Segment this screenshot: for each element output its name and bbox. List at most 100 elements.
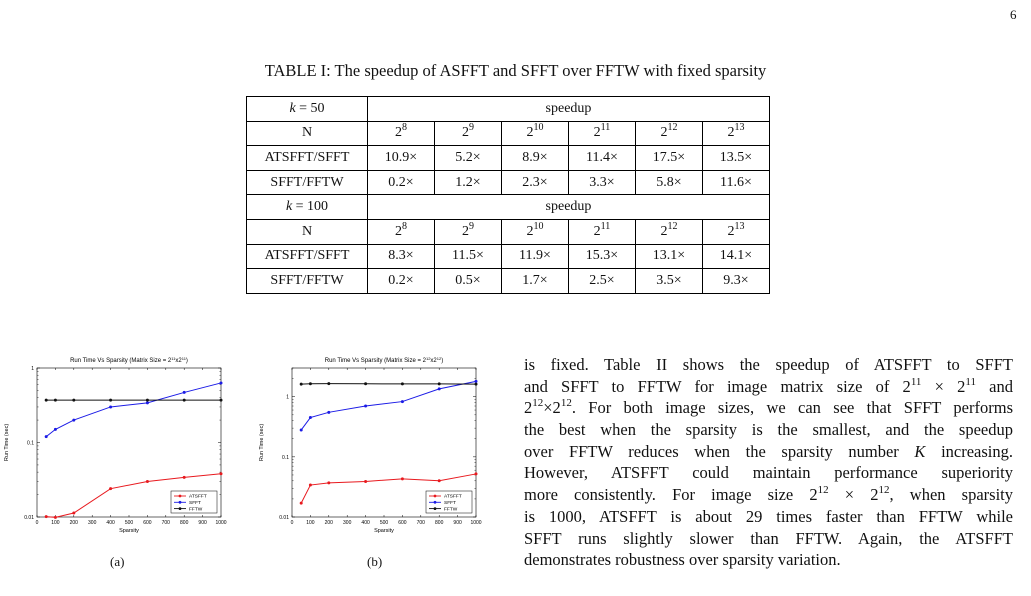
data-point: [109, 487, 113, 491]
x-tick-label: 700: [162, 520, 171, 526]
data-point: [474, 379, 478, 383]
chart-title: Run Time Vs Sparsity (Matrix Size = 212x…: [325, 356, 443, 365]
data-point: [145, 401, 149, 405]
figure-a: Run Time Vs Sparsity (Matrix Size = 211x…: [0, 352, 240, 552]
legend-label: FFTW: [444, 506, 458, 512]
x-tick-label: 300: [88, 520, 97, 526]
speedup-value-cell: 2.3×: [501, 169, 569, 196]
data-point: [364, 479, 368, 483]
speedup-value-cell: 5.8×: [635, 169, 703, 196]
speedup-value-cell: 11.6×: [702, 169, 770, 196]
data-point: [145, 398, 149, 402]
data-point: [474, 472, 478, 476]
body-paragraph: is fixed. Table II shows the speedup of …: [524, 354, 1013, 571]
n-value-cell: 211: [568, 218, 636, 245]
data-point: [437, 479, 441, 483]
x-tick-label: 500: [380, 520, 389, 526]
data-point: [219, 398, 223, 402]
data-point: [308, 416, 312, 420]
table-row: k = 100 speedup: [246, 194, 770, 220]
data-point: [437, 382, 441, 386]
speedup-value-cell: 11.9×: [501, 243, 569, 270]
paragraph-line: demonstrates robustness over sparsity va…: [524, 550, 841, 570]
legend-box: [170, 490, 218, 514]
speedup-value-cell: 17.5×: [635, 145, 703, 171]
x-tick-label: 200: [325, 520, 334, 526]
x-tick-label: 400: [361, 520, 370, 526]
x-axis-label: Sparsity: [374, 528, 394, 534]
row-label-cell: ATSFFT/SFFT: [246, 145, 368, 171]
speedup-value-cell: 1.7×: [501, 268, 569, 294]
speedup-value-cell: 2.5×: [568, 268, 636, 294]
data-point: [299, 382, 303, 386]
x-tick-label: 100: [306, 520, 315, 526]
legend-label: SFFT: [444, 500, 456, 506]
n-value-cell: 213: [702, 218, 770, 245]
legend-marker: [178, 507, 182, 510]
x-tick-label: 400: [106, 520, 115, 526]
y-tick-label: 0.1: [27, 441, 34, 447]
y-tick-label: 1: [286, 395, 289, 401]
data-point: [72, 511, 76, 515]
y-axis-label: Run Time (sec): [259, 424, 265, 461]
chart-b-svg: Run Time Vs Sparsity (Matrix Size = 212x…: [259, 356, 482, 535]
data-point: [72, 418, 76, 422]
x-tick-label: 0: [36, 520, 39, 526]
n-value-cell: 28: [367, 120, 435, 147]
figure-b-sublabel: (b): [367, 554, 383, 569]
speedup-value-cell: 13.5×: [702, 145, 770, 171]
speedup-table: k = 50 speedup N 28 29 210 211 212 213 ATSFFT/SFF…: [246, 96, 770, 294]
data-point: [299, 428, 303, 432]
paragraph-line: is fixed. Table II shows the speedup of …: [524, 355, 1013, 374]
table-row: k = 50 speedup: [246, 96, 770, 122]
table-row: ATSFFT/SFFT 10.9× 5.2× 8.9× 11.4× 17.5× 13.5×: [246, 145, 770, 171]
data-point: [72, 398, 76, 402]
data-point: [53, 427, 57, 431]
legend-label: ATSFFT: [189, 494, 207, 500]
n-value-cell: 211: [568, 120, 636, 147]
x-tick-label: 0: [291, 520, 294, 526]
legend-label: ATSFFT: [444, 494, 462, 500]
speedup-value-cell: 8.3×: [367, 243, 435, 270]
row-label-cell: SFFT/FFTW: [246, 169, 368, 196]
paragraph-line: SFFT runs slightly slower than FFTW. Aga…: [524, 528, 1013, 548]
data-point: [109, 405, 113, 409]
data-point: [308, 483, 312, 487]
data-point: [182, 390, 186, 394]
n-value-cell: 210: [501, 218, 569, 245]
speedup-value-cell: 5.2×: [434, 145, 502, 171]
x-tick-label: 100: [51, 520, 60, 526]
n-value-cell: 212: [635, 218, 703, 245]
paragraph-line: the best when the sparsity is the smalle…: [524, 420, 1013, 440]
speedup-value-cell: 11.4×: [568, 145, 636, 171]
data-point: [400, 477, 404, 481]
speedup-value-cell: 3.3×: [568, 169, 636, 196]
data-point: [109, 398, 113, 402]
data-point: [437, 387, 441, 391]
speedup-value-cell: 11.5×: [434, 243, 502, 270]
speedup-header-cell: speedup: [367, 194, 770, 220]
k-label-cell: k = 100: [246, 194, 368, 220]
data-point: [308, 382, 312, 386]
data-point: [53, 398, 57, 402]
legend-marker: [433, 494, 437, 498]
y-tick-label: 1: [31, 366, 34, 372]
speedup-value-cell: 0.2×: [367, 268, 435, 294]
y-axis-label: Run Time (sec): [4, 424, 10, 461]
legend-marker: [433, 500, 437, 504]
data-point: [474, 382, 478, 386]
data-point: [400, 382, 404, 386]
paragraph-line: and SFFT to FFTW for image matrix size o…: [524, 375, 1013, 396]
n-value-cell: 210: [501, 120, 569, 147]
data-point: [327, 410, 331, 414]
table-row: ATSFFT/SFFT 8.3× 11.5× 11.9× 15.3× 13.1× 14.1×: [246, 243, 770, 270]
x-tick-label: 600: [398, 520, 407, 526]
paragraph-line: 212×212. For both image sizes, we can se…: [524, 397, 1013, 418]
row-label-cell: ATSFFT/SFFT: [246, 243, 368, 270]
x-tick-label: 600: [143, 520, 152, 526]
data-point: [44, 435, 48, 439]
speedup-value-cell: 1.2×: [434, 169, 502, 196]
n-value-cell: 212: [635, 120, 703, 147]
data-point: [364, 382, 368, 386]
speedup-value-cell: 10.9×: [367, 145, 435, 171]
